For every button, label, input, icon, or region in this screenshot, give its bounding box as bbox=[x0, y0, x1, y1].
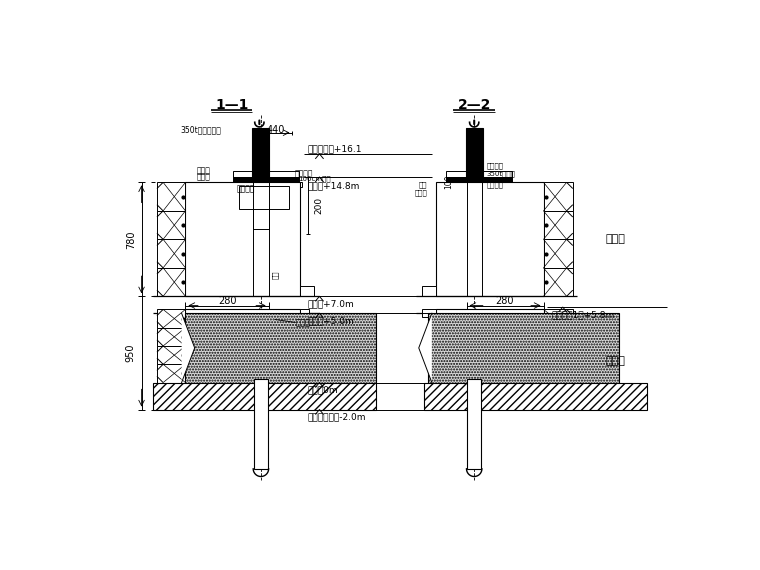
Bar bbox=[157, 310, 185, 328]
Bar bbox=[157, 268, 185, 296]
Text: 本答模核: 本答模核 bbox=[486, 181, 504, 188]
Bar bbox=[233, 177, 299, 182]
Text: 主梁桥: 主梁桥 bbox=[196, 173, 210, 181]
Bar bbox=[442, 182, 516, 187]
Text: 440: 440 bbox=[266, 125, 285, 135]
Text: 780: 780 bbox=[126, 230, 136, 249]
Text: 平台顶+7.0m: 平台顶+7.0m bbox=[308, 299, 355, 308]
Polygon shape bbox=[419, 314, 432, 382]
Bar bbox=[253, 187, 268, 229]
Bar bbox=[543, 239, 573, 268]
Text: 封底混凝土底-2.0m: 封底混凝土底-2.0m bbox=[308, 413, 366, 422]
Text: 主根: 主根 bbox=[419, 181, 427, 188]
Bar bbox=[300, 310, 309, 317]
Bar bbox=[435, 182, 543, 296]
Text: 350t连续千斤乩: 350t连续千斤乩 bbox=[181, 125, 222, 135]
Bar bbox=[543, 310, 573, 328]
Bar bbox=[233, 171, 299, 177]
Bar bbox=[185, 314, 376, 382]
Text: 内支撞: 内支撞 bbox=[296, 318, 311, 327]
Bar bbox=[153, 382, 376, 409]
Bar bbox=[543, 364, 573, 382]
Bar bbox=[157, 346, 185, 364]
Bar bbox=[422, 310, 435, 317]
Text: 承台底0m: 承台底0m bbox=[308, 386, 338, 395]
Bar bbox=[543, 268, 573, 296]
Text: 护筒: 护筒 bbox=[254, 158, 263, 168]
Text: 反力型钉: 反力型钉 bbox=[295, 169, 313, 178]
Bar bbox=[424, 382, 648, 409]
Text: 200: 200 bbox=[314, 197, 323, 214]
Bar bbox=[252, 128, 269, 177]
Text: 1—1: 1—1 bbox=[215, 97, 249, 112]
Text: 280: 280 bbox=[496, 296, 515, 306]
Bar bbox=[157, 182, 185, 211]
Text: 100: 100 bbox=[445, 174, 453, 189]
Bar bbox=[466, 128, 483, 177]
Bar bbox=[543, 211, 573, 239]
Bar bbox=[230, 182, 302, 187]
Text: 350t千斤顶: 350t千斤顶 bbox=[486, 170, 515, 177]
Text: 100cm加厂: 100cm加厂 bbox=[299, 175, 331, 182]
Bar bbox=[254, 378, 268, 469]
Bar bbox=[185, 310, 300, 382]
Text: 2—2: 2—2 bbox=[458, 97, 491, 112]
Text: 承台顶+5.0m: 承台顶+5.0m bbox=[308, 316, 355, 325]
Bar bbox=[543, 182, 573, 211]
Bar bbox=[157, 328, 185, 346]
Bar bbox=[300, 286, 314, 296]
Text: 950: 950 bbox=[126, 343, 136, 362]
Bar bbox=[157, 211, 185, 239]
Text: 固定卡具: 固定卡具 bbox=[486, 163, 504, 169]
Bar bbox=[446, 177, 512, 182]
Text: 下放前: 下放前 bbox=[605, 234, 625, 245]
Bar bbox=[239, 186, 290, 209]
Text: 反力架: 反力架 bbox=[196, 166, 210, 176]
Text: 280: 280 bbox=[218, 296, 236, 306]
Text: 斜撑: 斜撑 bbox=[273, 271, 279, 279]
Bar bbox=[157, 364, 185, 382]
Bar bbox=[428, 314, 619, 382]
Bar bbox=[435, 310, 543, 382]
Bar bbox=[157, 239, 185, 268]
Polygon shape bbox=[182, 314, 195, 382]
Bar bbox=[185, 182, 300, 296]
Text: 主箱梁: 主箱梁 bbox=[414, 189, 427, 196]
Bar bbox=[467, 378, 481, 469]
Text: 接高护筒顶+16.1: 接高护筒顶+16.1 bbox=[308, 145, 363, 154]
Bar bbox=[543, 346, 573, 364]
Text: 本答模核: 本答模核 bbox=[237, 185, 255, 194]
Text: 防撞套符1顶+5.8m: 防撞套符1顶+5.8m bbox=[551, 310, 614, 319]
Bar bbox=[446, 171, 512, 177]
Bar bbox=[543, 328, 573, 346]
Bar bbox=[422, 286, 435, 296]
Text: 套符顶+14.8m: 套符顶+14.8m bbox=[308, 182, 360, 191]
Text: 下放后: 下放后 bbox=[605, 356, 625, 366]
